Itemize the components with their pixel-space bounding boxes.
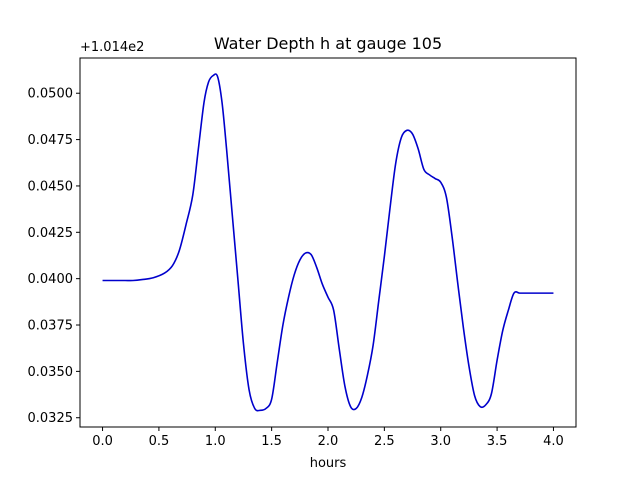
y-tick-label: 0.0450 <box>28 179 74 194</box>
y-tick-label: 0.0425 <box>28 226 74 241</box>
x-tick-label: 0.5 <box>149 434 170 449</box>
x-tick-label: 2.0 <box>318 434 339 449</box>
x-tick-label: 3.5 <box>487 434 508 449</box>
x-axis-label: hours <box>310 456 347 471</box>
x-tick-label: 2.5 <box>374 434 395 449</box>
plot-frame <box>79 57 577 428</box>
x-tick-label: 3.0 <box>430 434 451 449</box>
chart-title: Water Depth h at gauge 105 <box>214 34 442 53</box>
axis-ticks: 0.0 0.5 1.0 1.5 2.0 2.5 3.0 3.5 4.0 0.0325 0.0350 0… <box>28 87 564 449</box>
plot-area <box>102 73 554 412</box>
x-tick-label: 1.5 <box>261 434 282 449</box>
x-tick-label: 4.0 <box>543 434 564 449</box>
y-tick-label: 0.0350 <box>28 365 74 380</box>
y-offset-label: +1.014e2 <box>80 40 144 55</box>
y-tick-label: 0.0375 <box>28 319 74 334</box>
y-tick-label: 0.0325 <box>28 411 74 426</box>
y-tick-label: 0.0400 <box>28 272 74 287</box>
y-tick-label: 0.0475 <box>28 133 74 148</box>
x-tick-label: 1.0 <box>205 434 226 449</box>
series-line <box>102 73 554 412</box>
x-tick-label: 0.0 <box>92 434 113 449</box>
y-tick-label: 0.0500 <box>28 87 74 102</box>
